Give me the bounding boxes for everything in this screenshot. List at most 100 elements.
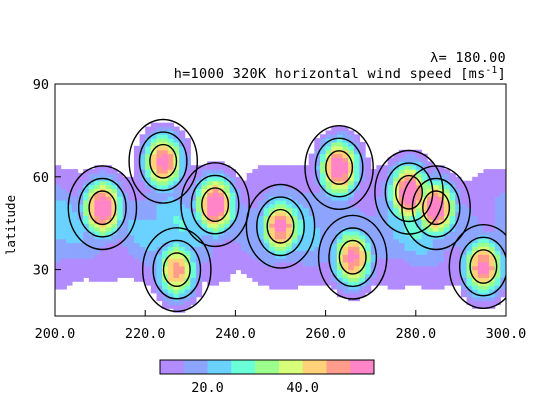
field-cell <box>387 258 394 263</box>
field-cell <box>387 196 394 201</box>
field-cell <box>449 211 456 217</box>
field-cell <box>325 261 332 267</box>
field-cell <box>128 223 135 228</box>
field-cell <box>472 219 479 224</box>
field-cell <box>162 215 169 220</box>
field-cell <box>325 238 332 244</box>
field-cell <box>319 153 327 159</box>
field-cell <box>224 211 231 217</box>
field-cell <box>286 281 293 286</box>
field-cell <box>207 254 214 259</box>
field-cell <box>117 188 124 193</box>
field-cell <box>156 192 163 197</box>
field-cell <box>88 223 96 228</box>
field-cell <box>331 285 338 290</box>
field-cell <box>224 188 231 193</box>
field-cell <box>314 281 321 286</box>
field-cell <box>162 230 169 236</box>
field-cell <box>291 258 299 263</box>
field-cell <box>410 269 417 275</box>
field-cell <box>173 165 180 170</box>
field-cell <box>55 273 62 278</box>
field-cell <box>83 269 90 275</box>
field-cell <box>336 165 344 170</box>
field-cell <box>184 304 191 309</box>
field-cell <box>381 176 389 182</box>
field-cell <box>421 219 428 224</box>
field-cell <box>308 261 315 267</box>
field-cell <box>319 145 327 151</box>
field-cell <box>348 192 355 197</box>
field-cell <box>274 238 282 244</box>
field-cell <box>348 258 355 263</box>
field-cell <box>342 273 349 278</box>
field-cell <box>212 192 220 197</box>
field-cell <box>353 227 361 232</box>
field-cell <box>145 184 152 189</box>
field-cell <box>483 273 490 278</box>
field-cell <box>212 161 220 166</box>
field-cell <box>438 265 445 271</box>
field-cell <box>150 285 158 290</box>
field-cell <box>308 161 315 166</box>
field-cell <box>331 223 338 228</box>
field-cell <box>438 165 445 170</box>
field-cell <box>100 172 107 178</box>
field-cell <box>184 172 191 178</box>
field-cell <box>331 138 338 143</box>
field-cell <box>365 258 372 263</box>
field-cell <box>88 203 96 209</box>
field-cell <box>257 215 265 220</box>
field-cell <box>133 219 141 224</box>
field-cell <box>319 215 327 220</box>
field-cell <box>94 192 101 197</box>
field-cell <box>252 211 259 217</box>
field-cell <box>387 281 394 286</box>
field-cell <box>427 192 434 197</box>
field-cell <box>477 230 485 236</box>
field-cell <box>494 261 501 267</box>
field-cell <box>111 207 118 213</box>
field-cell <box>280 180 287 186</box>
field-cell <box>105 254 112 259</box>
field-cell <box>145 161 152 166</box>
field-cell <box>314 273 321 278</box>
field-cell <box>229 196 236 201</box>
field-cell <box>60 242 67 247</box>
field-cell <box>133 254 141 259</box>
field-cell <box>455 176 462 182</box>
field-cell <box>241 234 248 240</box>
field-cell <box>167 130 174 135</box>
field-cell <box>438 238 445 244</box>
field-cell <box>173 215 180 220</box>
field-cell <box>359 288 366 294</box>
field-cell <box>314 203 321 209</box>
field-cell <box>342 207 349 213</box>
field-cell <box>117 265 124 271</box>
field-cell <box>449 258 456 263</box>
field-cell <box>297 250 304 255</box>
field-cell <box>201 219 208 224</box>
field-cell <box>218 219 225 224</box>
field-cell <box>55 230 62 236</box>
field-cell <box>291 207 299 213</box>
field-cell <box>60 192 67 197</box>
field-cell <box>410 227 417 232</box>
field-cell <box>348 227 355 232</box>
field-cell <box>387 242 394 247</box>
field-cell <box>263 207 270 213</box>
field-cell <box>122 223 129 228</box>
field-cell <box>150 230 158 236</box>
field-cell <box>472 227 479 232</box>
field-cell <box>224 230 231 236</box>
field-cell <box>252 223 259 228</box>
field-cell <box>246 196 253 201</box>
field-cell <box>128 273 135 278</box>
field-cell <box>269 265 276 271</box>
field-cell <box>133 184 141 189</box>
field-cell <box>212 180 220 186</box>
field-cell <box>348 211 355 217</box>
field-cell <box>359 145 366 151</box>
field-cell <box>235 234 242 240</box>
field-cell <box>353 288 361 294</box>
